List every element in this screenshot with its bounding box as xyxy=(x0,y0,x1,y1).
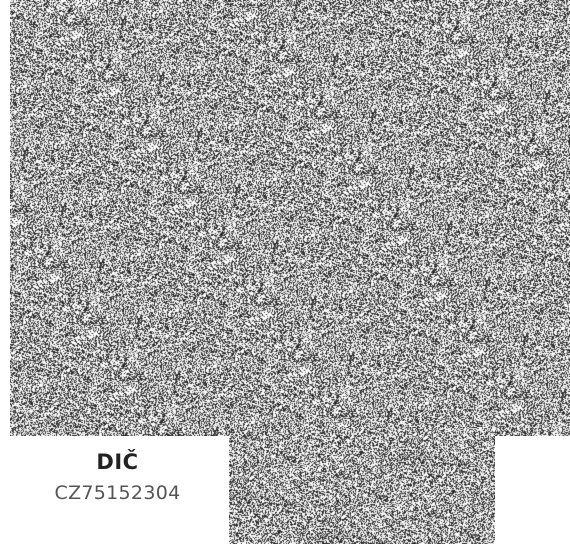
tax-id-label: DIČ xyxy=(96,450,139,474)
tax-id-value: CZ75152304 xyxy=(54,482,181,504)
noise-image-top xyxy=(10,0,570,436)
noise-image-bottom xyxy=(229,427,495,544)
tax-id-block: DIČ CZ75152304 xyxy=(30,448,205,510)
